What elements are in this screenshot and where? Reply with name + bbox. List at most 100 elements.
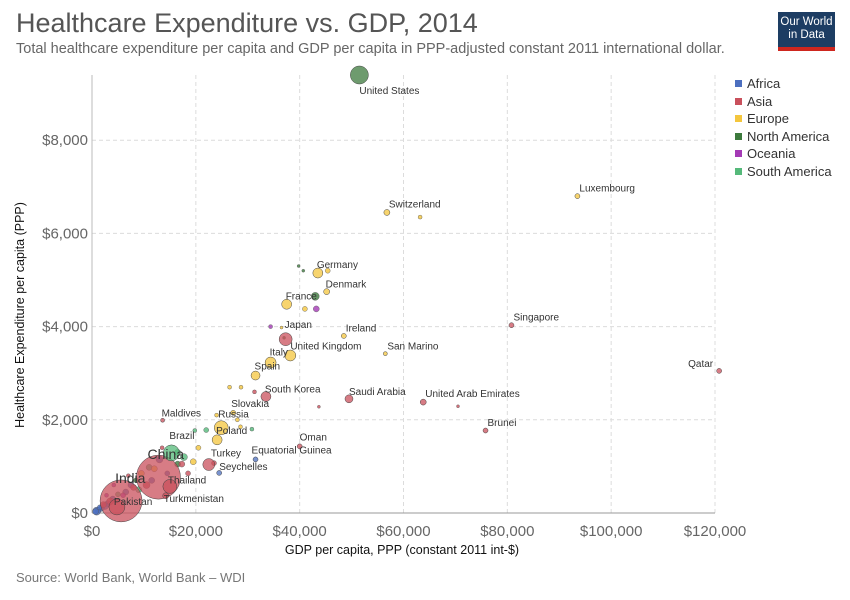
data-point[interactable] <box>312 267 324 279</box>
data-point[interactable] <box>482 427 489 434</box>
data-point[interactable] <box>311 292 320 301</box>
logo-line-2: in Data <box>788 29 825 41</box>
data-point[interactable] <box>92 508 99 515</box>
data-point[interactable] <box>301 269 306 273</box>
point-label: Thailand <box>168 475 206 486</box>
y-tick-label: $4,000 <box>42 319 88 336</box>
page-subtitle: Total healthcare expenditure per capita … <box>16 41 725 57</box>
owid-logo[interactable]: Our World in Data <box>778 12 835 51</box>
data-point[interactable] <box>417 214 423 220</box>
x-tick-label: $120,000 <box>684 523 747 540</box>
data-point[interactable] <box>195 445 202 451</box>
data-point[interactable] <box>214 420 229 435</box>
data-point[interactable] <box>203 427 209 433</box>
data-point[interactable] <box>341 333 347 339</box>
data-point[interactable] <box>238 384 244 390</box>
data-point[interactable] <box>252 456 259 463</box>
point-label: Switzerland <box>389 199 441 210</box>
data-point[interactable] <box>456 404 460 408</box>
data-point[interactable] <box>178 460 186 468</box>
point-label: Turkey <box>211 449 241 460</box>
data-point[interactable] <box>250 370 261 381</box>
y-tick-label: $6,000 <box>42 225 88 242</box>
data-point[interactable] <box>126 473 131 478</box>
data-point[interactable] <box>260 391 272 402</box>
data-point[interactable] <box>574 193 581 199</box>
y-tick-label: $0 <box>71 505 88 522</box>
data-point[interactable] <box>325 268 331 274</box>
y-tick-label: $2,000 <box>42 412 88 429</box>
data-point[interactable] <box>180 453 188 461</box>
legend-label: Asia <box>747 93 773 109</box>
y-tick-label: $8,000 <box>42 132 88 149</box>
data-point[interactable] <box>284 349 297 362</box>
x-tick-label: $20,000 <box>169 523 223 540</box>
data-point[interactable] <box>160 418 165 423</box>
data-point[interactable] <box>249 426 255 432</box>
point-label: United States <box>359 86 419 97</box>
data-point[interactable] <box>281 299 292 310</box>
data-point[interactable] <box>185 470 191 477</box>
data-point[interactable] <box>344 394 354 404</box>
legend-label: North America <box>747 128 830 144</box>
data-point[interactable] <box>317 405 321 409</box>
data-point[interactable] <box>279 325 284 330</box>
data-point[interactable] <box>230 410 236 416</box>
page-title: Healthcare Expenditure vs. GDP, 2014 <box>16 8 478 38</box>
data-point[interactable] <box>252 389 257 395</box>
data-point[interactable] <box>159 445 165 450</box>
data-point[interactable] <box>214 412 219 418</box>
data-point[interactable] <box>350 65 369 85</box>
legend-item[interactable]: Oceania <box>735 145 832 163</box>
data-point[interactable] <box>162 479 178 494</box>
data-point[interactable] <box>383 351 388 356</box>
data-point[interactable] <box>264 356 277 369</box>
x-tick-label: $0 <box>84 523 101 540</box>
legend-swatch <box>735 80 742 88</box>
x-tick-label: $40,000 <box>273 523 327 540</box>
legend-item[interactable]: Europe <box>735 110 832 128</box>
data-point[interactable] <box>296 443 303 450</box>
labeled-points <box>99 65 722 523</box>
data-point[interactable] <box>419 398 427 406</box>
data-point[interactable] <box>227 384 232 390</box>
legend-label: Europe <box>747 111 789 127</box>
data-point[interactable] <box>216 470 222 476</box>
point-label: India <box>115 470 146 486</box>
data-point[interactable] <box>302 306 308 312</box>
legend-label: South America <box>747 163 832 179</box>
data-point[interactable] <box>296 264 301 268</box>
point-label: Italy <box>270 347 288 358</box>
data-point[interactable] <box>162 492 169 500</box>
data-point[interactable] <box>108 498 126 516</box>
point-label: Slovakia <box>231 399 269 410</box>
point-label: Luxembourg <box>579 184 635 195</box>
data-point[interactable] <box>383 209 391 216</box>
point-label: Turkmenistan <box>164 494 224 505</box>
point-label: Brunei <box>488 418 517 429</box>
data-point[interactable] <box>278 332 293 346</box>
data-point[interactable] <box>190 458 197 465</box>
data-point[interactable] <box>235 417 240 423</box>
legend-swatch <box>735 115 742 123</box>
data-point[interactable] <box>238 424 243 429</box>
point-label: South Korea <box>265 385 321 396</box>
data-point[interactable] <box>192 428 197 433</box>
legend-item[interactable]: Asia <box>735 93 832 111</box>
grid-lines <box>92 75 716 513</box>
data-point[interactable] <box>313 305 320 313</box>
point-label: Spain <box>255 362 281 373</box>
logo-line-1: Our World <box>780 16 833 28</box>
data-point[interactable] <box>323 288 330 295</box>
legend-item[interactable]: North America <box>735 128 832 146</box>
data-point[interactable] <box>211 434 223 446</box>
data-point[interactable] <box>202 458 216 471</box>
legend-item[interactable]: Africa <box>735 75 832 93</box>
data-point[interactable] <box>508 322 515 328</box>
data-point[interactable] <box>268 324 273 329</box>
legend-swatch <box>735 150 742 158</box>
data-point[interactable] <box>716 368 722 374</box>
data-point[interactable] <box>163 444 180 462</box>
legend-item[interactable]: South America <box>735 163 832 181</box>
